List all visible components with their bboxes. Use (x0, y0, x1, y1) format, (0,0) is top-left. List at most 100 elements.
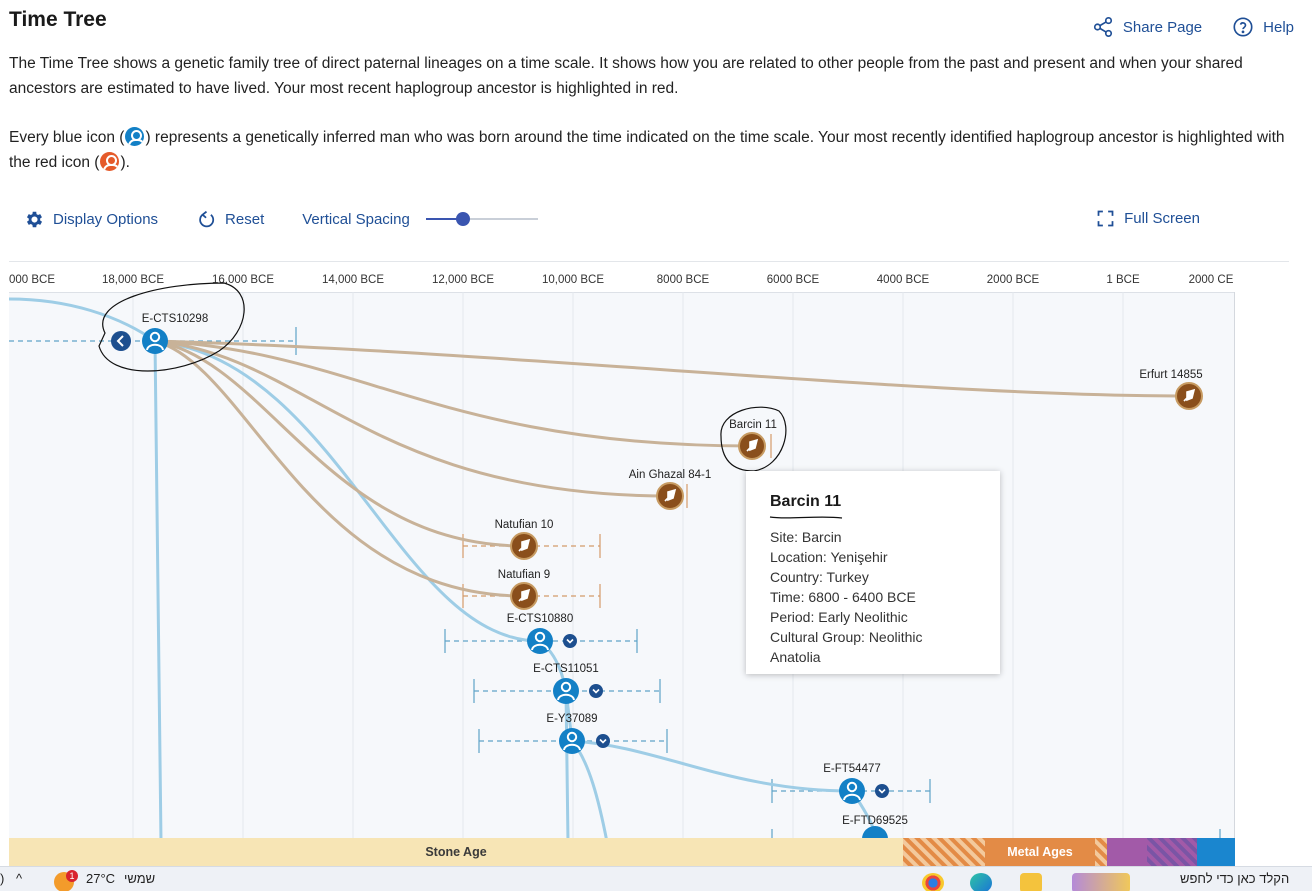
intro-p2-part-a: Every blue icon ( (9, 129, 125, 146)
node-natufian-10[interactable]: Natufian 10 (495, 519, 554, 560)
node-e-cts10880[interactable]: E-CTS10880 (507, 613, 573, 654)
blue-person-icon (125, 127, 145, 146)
axis-tick-11: 2000 CE (1189, 274, 1234, 286)
chevron-left-icon (116, 335, 124, 347)
vertical-spacing-label: Vertical Spacing (302, 210, 410, 228)
tray-expand-icon[interactable]: ^ (16, 871, 23, 886)
branch-to-barcin (153, 339, 754, 448)
era-transition-2 (1095, 838, 1107, 866)
node-label-barcin: Barcin 11 (729, 419, 777, 431)
chevron-down-icon (878, 788, 886, 794)
vertical-spacing-control: Vertical Spacing (302, 211, 538, 228)
branch-parent (9, 297, 157, 343)
red-person-icon (100, 151, 120, 171)
time-axis: 000 BCE 18,000 BCE 16,000 BCE 14,000 BCE… (9, 274, 1234, 286)
intro-text: The Time Tree shows a genetic family tre… (9, 52, 1299, 175)
node-erfurt-14855[interactable]: Erfurt 14855 (1139, 369, 1203, 410)
help-button[interactable]: Help (1232, 16, 1294, 38)
person-icon (531, 643, 549, 651)
branch-to-natufian-9 (153, 339, 526, 598)
era-classical (1107, 838, 1147, 866)
axis-tick-8: 4000 BCE (877, 274, 930, 286)
expand-button-e-y37089[interactable] (596, 734, 610, 748)
full-screen-label: Full Screen (1124, 210, 1200, 227)
weather-badge: 1 (66, 870, 78, 882)
chevron-down-icon (599, 738, 607, 744)
intro-p2-part-c: ). (120, 153, 130, 171)
node-e-cts10298[interactable]: E-CTS10298 (142, 313, 208, 354)
node-label-e-y37089: E-Y37089 (546, 713, 597, 725)
os-taskbar: ) ^ 1 27°C שמשי הקלד כאן כדי לחפש (0, 866, 1312, 891)
node-natufian-9[interactable]: Natufian 9 (498, 569, 550, 610)
intro-p2-part-b: ) represents a genetically inferred man … (9, 129, 1285, 171)
node-ain-ghazal-84-1[interactable]: Ain Ghazal 84-1 (629, 469, 711, 510)
share-page-label: Share Page (1122, 18, 1203, 36)
tooltip-underline-annotation (769, 516, 843, 519)
era-transition-stripes (903, 838, 985, 866)
era-medieval (1147, 838, 1197, 866)
node-label-e-cts10880: E-CTS10880 (507, 613, 573, 625)
node-e-cts11051[interactable]: E-CTS11051 (533, 663, 599, 704)
branch-vertical-mid (564, 689, 570, 844)
help-label: Help (1263, 18, 1294, 36)
node-label-e-ftd69525: E-FTD69525 (842, 815, 908, 827)
weather-condition: שמשי (124, 871, 156, 886)
trowel-icon (518, 588, 531, 602)
node-label-e-cts11051: E-CTS11051 (533, 663, 599, 675)
range-bar-e-cts10880 (444, 629, 638, 653)
tooltip-time: Time: 6800 - 6400 BCE (770, 589, 916, 605)
slider-thumb[interactable] (455, 212, 470, 226)
vertical-spacing-slider[interactable] (425, 212, 538, 226)
reset-icon (199, 210, 215, 227)
person-icon (146, 343, 164, 351)
intro-paragraph-1: The Time Tree shows a genetic family tre… (9, 55, 1243, 97)
tooltip-cultural-group: Cultural Group: Neolithic Anatolia (770, 629, 923, 665)
full-screen-button[interactable]: Full Screen (1095, 208, 1200, 229)
expand-button-e-cts11051[interactable] (589, 684, 603, 698)
person-icon (843, 793, 861, 801)
time-tree-canvas[interactable]: 000 BCE 18,000 BCE 16,000 BCE 14,000 BCE… (9, 261, 1289, 891)
tooltip-location: Location: Yenişehir (770, 549, 888, 565)
person-icon (557, 693, 575, 701)
taskbar-search[interactable]: הקלד כאן כדי לחפש (1180, 871, 1290, 886)
gear-icon (26, 211, 43, 227)
node-e-ft54477[interactable]: E-FT54477 (823, 763, 881, 804)
slider-fill (425, 218, 463, 220)
header-actions: Share Page Help (1092, 16, 1294, 38)
era-band: Stone Age Metal Ages (9, 838, 1235, 866)
weather-temperature: 27°C (86, 871, 116, 886)
era-label-stone-age: Stone Age (425, 845, 486, 859)
trowel-icon (1183, 388, 1196, 402)
time-tree-svg[interactable]: 000 BCE 18,000 BCE 16,000 BCE 14,000 BCE… (9, 261, 1289, 891)
axis-tick-0: 000 BCE (9, 274, 55, 286)
range-bar-e-cts10298 (9, 327, 297, 355)
file-explorer-icon[interactable] (1020, 873, 1042, 891)
expand-button-e-cts10880[interactable] (563, 634, 577, 648)
axis-tick-7: 6000 BCE (767, 274, 820, 286)
expand-button-e-ft54477[interactable] (875, 784, 889, 798)
fullscreen-icon (1097, 210, 1114, 227)
chevron-down-icon (566, 638, 574, 644)
collapse-left-button[interactable] (111, 331, 131, 351)
reset-label: Reset (225, 210, 265, 228)
edge-icon[interactable] (970, 873, 992, 891)
display-options-button[interactable]: Display Options (24, 209, 158, 230)
tree-toolbar: Display Options Reset Vertical Spacing F… (24, 204, 1264, 234)
node-label-e-ft54477: E-FT54477 (823, 763, 881, 775)
axis-tick-10: 1 BCE (1106, 274, 1140, 286)
trowel-icon (518, 538, 531, 552)
help-icon (1233, 17, 1253, 37)
intro-paragraph-2: Every blue icon () represents a genetica… (9, 126, 1299, 175)
tooltip-period: Period: Early Neolithic (770, 609, 908, 625)
axis-tick-1: 18,000 BCE (102, 274, 164, 286)
share-icon (1093, 17, 1112, 37)
chrome-icon[interactable] (922, 873, 944, 891)
node-e-y37089[interactable]: E-Y37089 (546, 713, 598, 754)
axis-tick-4: 12,000 BCE (432, 274, 494, 286)
share-page-button[interactable]: Share Page (1092, 16, 1202, 38)
annotation-circle-e-cts10298 (98, 282, 245, 372)
node-barcin-11[interactable]: Barcin 11 (729, 419, 777, 460)
reset-button[interactable]: Reset (196, 209, 264, 230)
person-icon (563, 743, 581, 751)
axis-tick-2: 16,000 BCE (212, 274, 274, 286)
